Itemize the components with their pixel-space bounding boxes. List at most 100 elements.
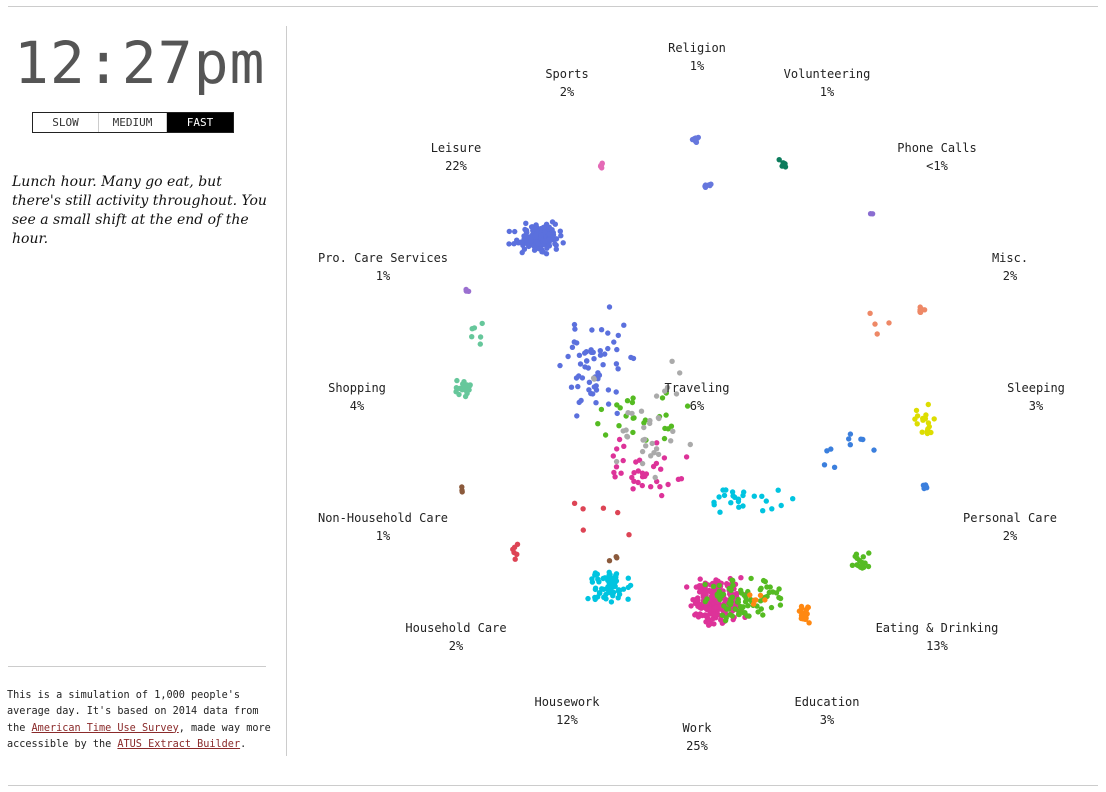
person-dot-leisure	[572, 326, 578, 332]
person-dot-personal-care	[923, 483, 929, 490]
activity-percent: 13%	[926, 639, 948, 653]
person-dot-household-care	[605, 577, 611, 584]
activity-percent: 22%	[445, 159, 467, 173]
person-dot-leisure	[558, 233, 564, 239]
person-dot-leisure	[552, 221, 558, 227]
person-dot-eating	[716, 582, 722, 589]
person-dot-work	[693, 611, 699, 617]
person-dot-leisure	[521, 246, 528, 252]
person-dot-work	[703, 590, 709, 596]
activity-percent: <1%	[926, 159, 948, 173]
person-dot-work	[738, 575, 744, 581]
person-dot-eating	[748, 575, 754, 582]
speed-slow-button[interactable]: SLOW	[33, 113, 99, 132]
person-dot-leisure	[532, 226, 538, 232]
person-dot-work	[697, 576, 703, 582]
person-dot-leisure	[613, 361, 620, 367]
person-dot-eating	[616, 423, 622, 429]
person-dot-household-care	[606, 589, 612, 595]
person-dot-eating	[857, 564, 864, 570]
person-dot-leisure	[568, 384, 575, 390]
person-dot-traveling	[648, 453, 654, 459]
person-dot-eating	[726, 600, 732, 607]
person-dot-eating	[624, 398, 631, 404]
person-dot-eating	[729, 594, 735, 600]
person-dot-work	[724, 581, 730, 587]
person-dot-pro-care	[465, 288, 472, 294]
person-dot-work	[712, 612, 719, 619]
person-dot-housework	[580, 527, 586, 533]
person-dot-shopping	[477, 334, 484, 340]
person-dot-work	[696, 589, 703, 595]
person-dot-household-care	[592, 570, 599, 576]
atus-link[interactable]: American Time Use Survey	[31, 722, 179, 734]
top-rule	[8, 6, 1098, 7]
activity-traveling: Traveling 6%	[664, 379, 729, 415]
person-dot-leisure	[593, 387, 600, 393]
person-dot-household-care	[610, 593, 616, 599]
person-dot-leisure	[565, 353, 571, 360]
person-dot-leisure	[611, 339, 617, 345]
person-dot-eating	[716, 588, 722, 595]
person-dot-eating	[735, 611, 742, 618]
person-dot-work	[711, 621, 717, 627]
person-dot-sleeping	[931, 416, 937, 422]
person-dot-household-care	[736, 504, 742, 510]
person-dot-work	[621, 443, 627, 449]
person-dot-work	[709, 594, 716, 600]
speed-fast-button[interactable]: FAST	[167, 113, 233, 132]
person-dot-traveling	[639, 448, 646, 455]
person-dot-household-care	[769, 506, 775, 512]
activity-percent: 2%	[1002, 269, 1018, 283]
person-dot-household-care	[763, 498, 769, 504]
person-dot-leisure	[606, 304, 613, 310]
person-dot-work	[698, 605, 704, 611]
person-dot-eating	[714, 593, 721, 599]
person-dot-leisure	[533, 232, 539, 238]
person-dot-misc	[872, 321, 878, 327]
person-dot-personal-care	[871, 447, 877, 453]
person-dot-leisure	[538, 232, 544, 238]
person-dot-eating	[745, 603, 751, 609]
person-dot-eating	[661, 435, 668, 442]
activity-percent: 2%	[559, 85, 575, 99]
activity-name: Work	[682, 721, 712, 735]
person-dot-phone-calls	[869, 211, 876, 217]
person-dot-misc	[867, 310, 873, 316]
person-dot-eating	[659, 395, 666, 401]
person-dot-personal-care	[831, 464, 838, 470]
person-dot-household-care	[616, 587, 622, 593]
person-dot-eating	[758, 585, 764, 591]
person-dot-leisure	[542, 238, 548, 244]
activity-personal-care: Personal Care 2%	[963, 509, 1057, 545]
person-dot-personal-care	[858, 436, 864, 442]
activity-name: Eating & Drinking	[875, 621, 999, 635]
person-dot-household-care	[613, 571, 620, 577]
person-dot-traveling	[649, 440, 655, 447]
person-dot-household-care	[592, 596, 598, 603]
speed-medium-button[interactable]: MEDIUM	[99, 113, 167, 132]
person-dot-eating	[773, 590, 780, 596]
person-dot-work	[683, 454, 690, 460]
person-dot-shopping	[469, 334, 475, 340]
person-dot-eating	[630, 415, 636, 421]
person-dot-leisure	[593, 400, 599, 406]
person-dot-leisure	[524, 229, 530, 236]
activity-name: Misc.	[991, 251, 1029, 265]
footnote-text-2: , made way more accessible by the	[7, 722, 271, 750]
person-dot-personal-care	[828, 446, 834, 452]
atus-extract-builder-link[interactable]: ATUS Extract Builder	[117, 738, 241, 750]
bottom-rule	[8, 785, 1098, 786]
person-dot-work	[631, 478, 637, 484]
person-dot-leisure	[591, 356, 597, 362]
person-dot-non-household	[614, 555, 620, 561]
person-dot-household-care	[751, 493, 757, 499]
activity-name: Leisure	[430, 141, 482, 155]
person-dot-household-care	[720, 487, 726, 493]
person-dot-leisure	[553, 246, 559, 252]
person-dot-eating	[719, 612, 725, 618]
activity-name: Traveling	[664, 381, 730, 395]
activity-name: Pro. Care Services	[317, 251, 449, 265]
person-dot-education	[747, 592, 753, 598]
person-dot-leisure	[574, 413, 580, 419]
